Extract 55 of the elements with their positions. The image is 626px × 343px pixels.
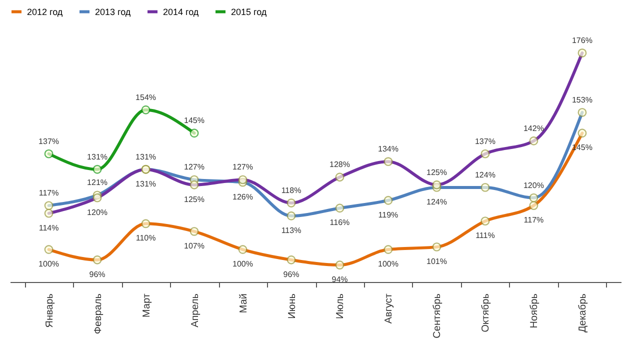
data-label: 116% xyxy=(330,218,350,228)
legend-label: 2012 год xyxy=(27,6,64,17)
data-label: 131% xyxy=(136,179,156,188)
data-label: 145% xyxy=(184,116,205,126)
data-label: 125% xyxy=(184,194,205,204)
data-label: 153% xyxy=(572,95,592,104)
data-label: 110% xyxy=(136,234,156,243)
data-label: 114% xyxy=(38,223,59,232)
data-label: 134% xyxy=(378,144,398,154)
data-label: 127% xyxy=(232,162,253,172)
data-label: 117% xyxy=(38,188,59,198)
data-label: 96% xyxy=(89,270,106,279)
data-label: 96% xyxy=(283,270,300,279)
legend-label: 2015 год xyxy=(231,6,268,17)
data-label: 107% xyxy=(184,241,205,250)
data-label: 121% xyxy=(87,178,108,188)
data-label: 128% xyxy=(330,160,350,170)
data-label: 137% xyxy=(474,136,496,146)
data-label: 101% xyxy=(426,256,447,266)
data-label: 100% xyxy=(232,260,253,269)
data-label: 142% xyxy=(523,124,544,133)
x-tick-label: Март xyxy=(141,293,152,318)
data-label: 131% xyxy=(136,152,156,162)
x-tick-label: Февраль xyxy=(92,294,104,334)
x-tick-label: Декабрь xyxy=(578,294,589,332)
data-label: 137% xyxy=(38,136,60,146)
data-label: 125% xyxy=(426,168,447,177)
data-label: 94% xyxy=(332,275,348,284)
data-label: 176% xyxy=(572,36,592,45)
x-tick-label: Июль xyxy=(335,294,346,320)
data-label: 126% xyxy=(232,192,253,202)
data-label: 124% xyxy=(426,197,447,206)
x-tick-label: Ноябрь xyxy=(529,294,540,328)
data-label: 154% xyxy=(136,92,156,102)
data-label: 100% xyxy=(38,260,60,269)
data-label: 119% xyxy=(378,210,398,220)
legend-label: 2013 год xyxy=(95,6,132,17)
x-tick-label: Апрель xyxy=(190,294,201,328)
x-tick-label: Июнь xyxy=(286,294,298,319)
legend-label: 2014 год xyxy=(163,6,200,17)
data-label: 120% xyxy=(87,208,108,217)
data-label: 117% xyxy=(524,216,544,225)
x-tick-label: Сентябрь xyxy=(432,294,444,338)
data-label: 127% xyxy=(184,162,205,172)
data-label: 131% xyxy=(87,152,108,162)
x-tick-label: Август xyxy=(384,293,395,324)
data-label: 111% xyxy=(476,231,495,240)
data-label: 118% xyxy=(281,186,302,195)
data-label: 120% xyxy=(523,180,544,190)
x-tick-label: Январь xyxy=(44,294,56,328)
x-tick-label: Октябрь xyxy=(480,294,492,332)
data-label: 124% xyxy=(474,170,496,180)
x-tick-label: Май xyxy=(238,294,250,314)
data-label: 113% xyxy=(281,226,302,235)
data-label: 100% xyxy=(378,260,398,269)
